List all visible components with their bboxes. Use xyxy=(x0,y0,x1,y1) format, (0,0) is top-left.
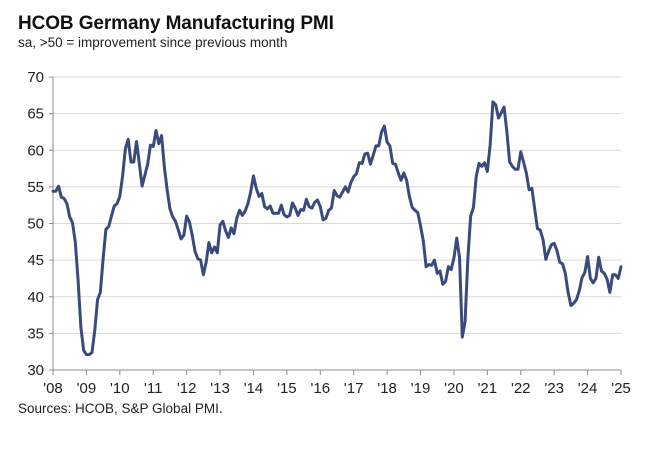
y-tick-label: 30 xyxy=(27,362,44,379)
x-tick-label: '20 xyxy=(444,380,464,397)
source-note: Sources: HCOB, S&P Global PMI. xyxy=(18,401,223,416)
x-tick-label: '08 xyxy=(43,380,63,397)
gridlines xyxy=(53,76,621,334)
x-axis: '08 '09 '10 '11 '12 '13 '14 '15 '16 '17 '18 '19 '20 '… xyxy=(43,369,631,397)
y-tick-label: 65 xyxy=(27,106,44,123)
x-tick-label: '17 xyxy=(344,380,364,397)
x-tick-label: '23 xyxy=(544,380,564,397)
x-tick-label: '11 xyxy=(144,380,162,397)
y-tick-label: 45 xyxy=(27,252,44,269)
y-tick-label: 60 xyxy=(27,142,44,159)
x-tick-label: '10 xyxy=(110,380,130,397)
x-tick-label: '12 xyxy=(177,380,197,397)
chart-subtitle: sa, >50 = improvement since previous mon… xyxy=(18,35,288,50)
chart-title: HCOB Germany Manufacturing PMI xyxy=(18,13,334,34)
y-axis: 30 35 40 45 50 55 60 65 70 xyxy=(27,69,54,379)
x-tick-label: '19 xyxy=(411,380,431,397)
y-tick-label: 55 xyxy=(27,179,44,196)
series-line-germany-manufacturing-pmi xyxy=(51,100,623,357)
x-tick-label: '14 xyxy=(244,380,264,397)
x-tick-label: '25 xyxy=(611,380,631,397)
x-tick-label: '24 xyxy=(578,380,598,397)
y-tick-label: 70 xyxy=(27,69,44,86)
x-tick-label: '22 xyxy=(511,380,531,397)
y-tick-label: 35 xyxy=(27,325,44,342)
x-tick-label: '15 xyxy=(277,380,297,397)
x-tick-label: '18 xyxy=(377,380,397,397)
x-tick-label: '09 xyxy=(77,380,97,397)
x-tick-label: '13 xyxy=(210,380,230,397)
y-tick-label: 50 xyxy=(27,216,44,233)
x-tick-label: '21 xyxy=(478,380,498,397)
x-tick-label: '16 xyxy=(311,380,331,397)
y-tick-label: 40 xyxy=(27,289,44,306)
